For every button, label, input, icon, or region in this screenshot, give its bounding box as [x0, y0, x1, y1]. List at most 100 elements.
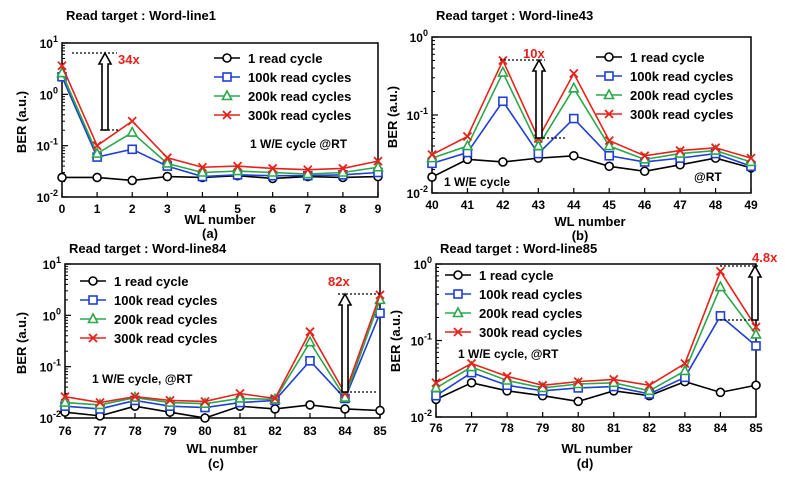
x-tick-label: 80 — [572, 421, 586, 435]
data-point-2 — [59, 395, 71, 407]
legend-entry: 300k read cycles — [479, 325, 582, 340]
x-tick-label: 43 — [532, 198, 546, 212]
legend-marker — [453, 327, 463, 337]
y-axis-label: BER (a.u.) — [14, 312, 29, 374]
data-point-3 — [375, 290, 385, 300]
x-axis-label: WL number — [554, 214, 625, 229]
data-point-1 — [127, 144, 138, 155]
data-point-2 — [372, 160, 384, 172]
data-point-3 — [130, 392, 140, 402]
data-point-2 — [126, 125, 139, 137]
y-tick-label: 101 — [40, 34, 58, 51]
data-point-3 — [95, 397, 105, 408]
data-point-0 — [715, 387, 726, 398]
condition-annotation: 1 W/E cycle, @RT — [458, 347, 559, 361]
legend-entry: 100k read cycles — [248, 70, 351, 85]
x-tick-label: 79 — [536, 421, 550, 435]
data-point-3 — [165, 395, 175, 406]
data-point-3 — [92, 141, 102, 151]
data-point-0 — [375, 405, 385, 416]
series-line-3 — [431, 58, 752, 159]
y-tick-label: 10-2 — [40, 409, 61, 426]
y-tick-label: 100 — [414, 255, 432, 272]
data-point-3 — [60, 392, 70, 402]
y-axis-label: BER (a.u.) — [388, 310, 403, 372]
data-point-2 — [497, 65, 509, 77]
data-point-2 — [532, 139, 545, 151]
data-point-3 — [675, 145, 685, 156]
chart-panel-2: 10-2 10-1 100 101 76 77 78 79 80 81 82 83 84 85 Read t… — [14, 241, 387, 471]
x-tick-label: 3 — [164, 202, 171, 216]
data-point-3 — [462, 131, 473, 142]
data-point-3 — [715, 266, 726, 277]
data-point-1 — [568, 113, 579, 124]
data-point-2 — [430, 381, 442, 393]
x-tick-label: 4 — [199, 202, 206, 216]
legend-marker — [603, 88, 615, 100]
data-point-0 — [57, 172, 67, 183]
x-axis-label: WL number — [561, 441, 632, 456]
series-line-2 — [431, 70, 752, 163]
data-point-2 — [643, 384, 656, 396]
data-point-3 — [268, 163, 278, 174]
y-tick-label: 10-2 — [37, 188, 58, 205]
data-point-1 — [751, 341, 761, 351]
data-point-2 — [161, 156, 174, 168]
series-line-1 — [61, 76, 379, 178]
data-point-0 — [639, 166, 650, 177]
x-axis-label: WL number — [186, 441, 257, 456]
data-point-0 — [340, 404, 350, 414]
chart-panel-3: 10-2 10-1 100 76 77 78 79 80 81 82 83 84 85 Read targ… — [388, 241, 778, 471]
series-line-2 — [435, 285, 757, 392]
legend-entry: 1 read cycle — [248, 51, 322, 66]
data-point-1 — [431, 390, 441, 401]
series-line-3 — [64, 294, 381, 404]
legend-marker — [453, 270, 463, 280]
chart-title: Read target : Word-line85 — [440, 241, 597, 256]
panel-sublabel: (c) — [208, 456, 224, 471]
data-point-1 — [533, 148, 544, 159]
plot-frame — [61, 42, 379, 198]
data-point-2 — [567, 81, 580, 93]
data-point-2 — [304, 335, 316, 347]
chart-panel-1: 10-2 10-1 100 40 41 42 43 44 45 46 47 48 49 Read targ… — [385, 8, 758, 243]
condition-annotation: 1 W/E cycle, @RT — [92, 372, 193, 386]
data-point-3 — [162, 153, 172, 163]
legend-entry: 200k read cycles — [630, 88, 733, 103]
x-tick-label: 79 — [163, 424, 177, 438]
ratio-label: 82x — [328, 274, 350, 289]
data-point-0 — [498, 157, 508, 167]
data-point-3 — [502, 371, 512, 381]
y-tick-label: 100 — [410, 28, 428, 45]
legend-entry: 1 read cycle — [630, 50, 704, 65]
data-point-3 — [751, 322, 761, 332]
series-line-1 — [431, 99, 752, 168]
ratio-arrow — [72, 51, 118, 131]
legend-entry: 100k read cycles — [479, 287, 582, 302]
data-point-3 — [644, 380, 654, 390]
condition-annotation: 1 W/E cycle — [444, 175, 510, 189]
data-point-0 — [568, 150, 579, 161]
x-tick-label: 84 — [338, 424, 352, 438]
x-tick-label: 42 — [496, 198, 510, 212]
data-point-0 — [127, 175, 138, 186]
data-point-0 — [200, 413, 210, 423]
panel-sublabel: (b) — [572, 228, 589, 243]
x-tick-label: 81 — [607, 421, 621, 435]
x-tick-label: 45 — [603, 198, 617, 212]
x-tick-label: 1 — [94, 202, 101, 216]
x-tick-label: 80 — [198, 424, 212, 438]
legend-marker — [604, 71, 614, 81]
data-point-2 — [750, 327, 762, 339]
legend: 1 read cycle 100k read cycles 200k read cy… — [445, 268, 582, 340]
legend-marker — [452, 306, 464, 318]
data-point-3 — [200, 396, 210, 407]
x-tick-label: 9 — [375, 202, 382, 216]
x-tick-label: 85 — [373, 424, 387, 438]
legend-entry: 1 read cycle — [114, 274, 188, 289]
ratio-arrow — [500, 58, 565, 139]
series-line-0 — [62, 174, 379, 182]
legend-entry: 100k read cycles — [630, 69, 733, 84]
series-line-0 — [435, 380, 757, 403]
data-point-1 — [604, 150, 615, 161]
